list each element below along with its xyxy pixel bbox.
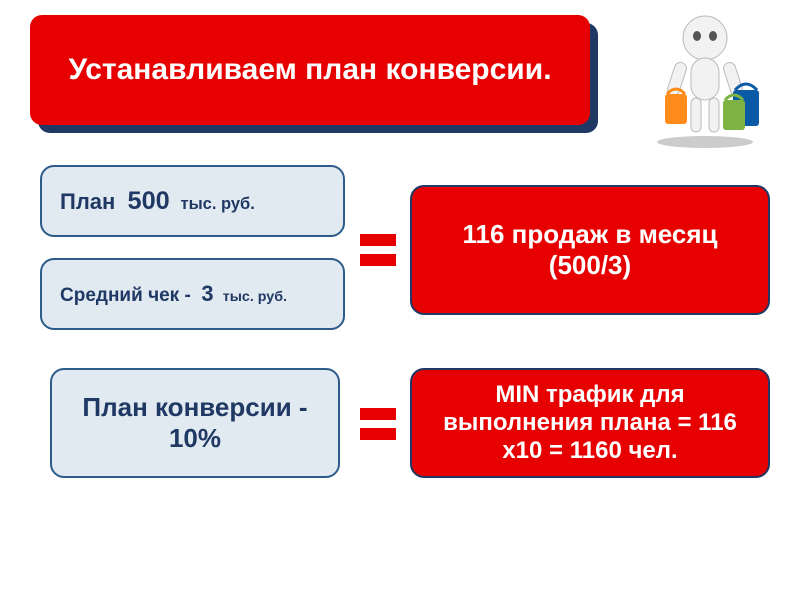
plan-label: План	[60, 189, 115, 214]
plan-value: 500	[128, 187, 170, 215]
check-label: Средний чек -	[60, 285, 191, 306]
sales-line1: 116 продаж в месяц	[462, 219, 717, 250]
equals-icon	[360, 234, 396, 266]
plan-box: План 500 тыс. руб.	[40, 165, 345, 237]
mascot-icon	[635, 10, 775, 150]
traffic-result-box: MIN трафик для выполнения плана = 116 х1…	[410, 368, 770, 478]
plan-unit: тыс. руб.	[176, 195, 255, 213]
sales-line2: (500/3)	[462, 250, 717, 281]
sales-result-box: 116 продаж в месяц (500/3)	[410, 185, 770, 315]
conversion-plan-box: План конверсии - 10%	[50, 368, 340, 478]
check-value: 3	[201, 281, 213, 306]
sales-text: 116 продаж в месяц (500/3)	[462, 219, 717, 281]
header-container: Устанавливаем план конверсии.	[30, 15, 590, 125]
avg-check-box: Средний чек - 3 тыс. руб.	[40, 258, 345, 330]
equals-icon	[360, 408, 396, 440]
plan-text: План 500 тыс. руб.	[60, 187, 255, 216]
traffic-text: MIN трафик для выполнения плана = 116 х1…	[422, 381, 758, 465]
header-title: Устанавливаем план конверсии.	[68, 53, 551, 87]
header-box: Устанавливаем план конверсии.	[30, 15, 590, 125]
check-unit: тыс. руб.	[219, 289, 287, 305]
check-text: Средний чек - 3 тыс. руб.	[60, 281, 287, 307]
conversion-text: План конверсии - 10%	[70, 392, 320, 454]
